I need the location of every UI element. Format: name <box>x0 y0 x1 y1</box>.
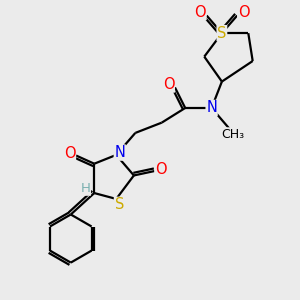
Text: O: O <box>155 162 167 177</box>
Text: H: H <box>80 182 90 195</box>
Text: O: O <box>64 146 75 161</box>
Text: O: O <box>194 4 206 20</box>
Text: CH₃: CH₃ <box>221 128 244 141</box>
Text: S: S <box>217 26 226 41</box>
Text: N: N <box>206 100 217 116</box>
Text: O: O <box>238 4 249 20</box>
Text: S: S <box>115 197 124 212</box>
Text: O: O <box>163 77 174 92</box>
Text: N: N <box>114 145 125 160</box>
